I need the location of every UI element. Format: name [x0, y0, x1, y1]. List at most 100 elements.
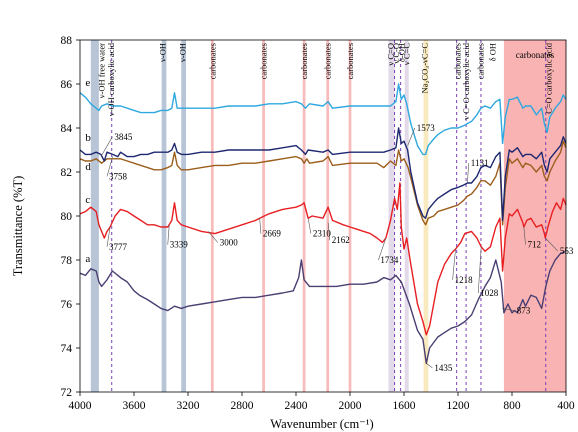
band-label: δ-OH	[396, 43, 406, 62]
annotation-label: 1734	[380, 255, 399, 265]
annotation-leader	[467, 163, 470, 184]
annotation-label: 2669	[263, 229, 282, 239]
band-label: ν C=C	[401, 43, 411, 65]
band-label: ν-OH	[157, 43, 167, 62]
band-label: carbonates	[323, 43, 333, 79]
x-tick-label: 2400	[285, 400, 308, 412]
x-tick-label: 800	[503, 400, 521, 412]
band-rect	[326, 40, 330, 392]
annotation-leader	[426, 363, 433, 369]
annotation-label: 1028	[480, 288, 499, 298]
band-label: ν-OH	[178, 43, 188, 62]
annotation-leader	[208, 231, 218, 243]
y-tick-label: 82	[61, 167, 73, 179]
band-labels: ν-OH free water ν-OH carboxylic acid ν-OH ν…	[85, 42, 554, 265]
x-tick-label: 400	[557, 400, 575, 412]
annotation-leader	[545, 237, 559, 252]
band-label: C=O carboxylic acid	[543, 42, 553, 114]
annotation-leader	[259, 218, 262, 234]
annotation-leader	[307, 218, 312, 234]
band-label: carbonates	[207, 43, 217, 79]
curve-label-d: d	[85, 161, 91, 173]
band-rect	[404, 40, 409, 392]
band-label: δ OH	[487, 43, 497, 61]
x-tick-label: 2800	[231, 400, 254, 412]
y-tick-label: 86	[61, 79, 73, 91]
band-label: carbonates	[299, 43, 309, 79]
y-tick-label: 74	[61, 343, 73, 355]
annotation-leader	[327, 222, 331, 241]
band-label: ν C=O	[386, 43, 396, 66]
band-label: ν C-O	[391, 43, 401, 64]
carbonates-top-label: carbonates	[516, 50, 555, 60]
y-tick-label: 76	[61, 299, 73, 311]
annotation-leader	[452, 248, 456, 280]
series-line-b	[79, 127, 567, 222]
annotation-label: 1131	[471, 158, 489, 168]
annotation-label: 3777	[109, 242, 128, 252]
series-line-d	[79, 140, 567, 226]
y-tick-label: 88	[61, 35, 73, 47]
annotation-leader	[106, 156, 113, 177]
annotation-leader	[167, 224, 170, 245]
annotation-label: 3339	[170, 240, 189, 250]
annotation-label: 3758	[109, 171, 128, 181]
band-label: ν-OH free water	[97, 43, 107, 98]
series-line-c	[79, 182, 567, 336]
band-rect	[90, 40, 99, 392]
spectra-series	[79, 83, 567, 365]
x-axis-label: Wavenumber (cm⁻¹)	[270, 417, 373, 431]
x-tick-label: 4000	[69, 400, 92, 412]
y-axis-label: Transmittance (%T)	[11, 176, 25, 277]
annotation-label: 712	[528, 240, 542, 250]
band-rect	[503, 40, 566, 392]
annotation-leader	[502, 308, 515, 311]
band-rect	[161, 40, 167, 392]
curve-label-a: a	[85, 253, 90, 265]
y-tick-label: 78	[61, 255, 73, 267]
annotation-label: 873	[517, 306, 531, 316]
y-tick-label: 80	[61, 211, 73, 223]
series-line-a	[79, 250, 567, 365]
x-tick-label: 1200	[447, 400, 470, 412]
annotation-label: 553	[560, 246, 574, 256]
curve-label-c: c	[85, 194, 90, 206]
annotation-leader	[378, 237, 387, 261]
band-rect	[181, 40, 186, 392]
annotation-label: 2310	[313, 229, 332, 239]
annotation-label: 1573	[417, 123, 436, 133]
y-tick-label: 84	[61, 123, 73, 135]
annotation-label: 3000	[220, 237, 239, 247]
annotation-leader	[523, 226, 526, 245]
y-tick-label: 72	[61, 387, 73, 399]
band-rect	[348, 40, 352, 392]
annotation-label: 1435	[434, 363, 453, 373]
band-label: ν C=O carboxylic acid	[461, 42, 471, 120]
band-label: ν-OH carboxylic acid	[106, 42, 116, 116]
axes: 4000 3600 3200 2800 2400 2000 1600 1200 800 400 72…	[61, 35, 575, 412]
band-label: carbonates	[345, 43, 355, 79]
annotation-leader	[407, 127, 416, 146]
annotation-label: 2162	[332, 235, 350, 245]
curve-label-e: e	[85, 77, 90, 89]
series-line-e	[79, 83, 567, 156]
x-tick-label: 3200	[177, 400, 200, 412]
annotation-leader	[477, 246, 482, 294]
band-label: Na₂CO₃-νC=C	[419, 43, 429, 94]
annotation-label: 1218	[455, 275, 474, 285]
band-label: carbonates	[475, 43, 485, 79]
band-rect	[210, 40, 214, 392]
band-rect	[302, 40, 306, 392]
annotation-leader	[106, 226, 111, 247]
annotation-leader	[100, 136, 113, 157]
x-tick-label: 2000	[339, 400, 362, 412]
band-label: carbonates	[452, 43, 462, 79]
band-label: carbonates	[259, 43, 269, 79]
x-tick-label: 1600	[393, 400, 416, 412]
curve-label-b: b	[85, 132, 91, 144]
annotation-label: 3845	[114, 132, 132, 142]
x-tick-label: 3600	[123, 400, 146, 412]
